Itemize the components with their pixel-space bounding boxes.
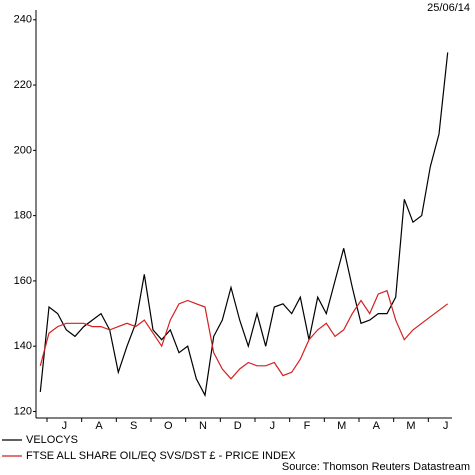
legend-label: FTSE ALL SHARE OIL/EQ SVS/DST £ - PRICE … xyxy=(26,450,296,462)
x-tick-label: J xyxy=(270,420,276,432)
series-line xyxy=(39,52,449,398)
x-tick-label: S xyxy=(130,420,137,432)
y-tick-label: 140 xyxy=(14,340,32,352)
y-tick-label: 160 xyxy=(14,275,32,287)
x-tick-label: O xyxy=(164,420,173,432)
y-tick-label: 240 xyxy=(14,14,32,26)
y-tick-label: 200 xyxy=(14,144,32,156)
y-tick-label: 120 xyxy=(14,405,32,417)
series-line xyxy=(39,289,449,380)
legend-label: VELOCYS xyxy=(26,434,78,446)
date-label: 25/06/14 xyxy=(427,2,470,14)
x-tick-label: N xyxy=(199,420,207,432)
y-tick-label: 180 xyxy=(14,210,32,222)
x-tick-label: F xyxy=(304,420,311,432)
x-tick-label: M xyxy=(406,420,415,432)
x-tick-label: A xyxy=(373,420,381,432)
x-tick-label: J xyxy=(443,420,449,432)
y-tick-label: 220 xyxy=(14,79,32,91)
x-tick-label: A xyxy=(95,420,103,432)
x-tick-label: M xyxy=(337,420,346,432)
x-tick-label: J xyxy=(62,420,68,432)
source: Source: Thomson Reuters Datastream xyxy=(282,461,470,473)
x-tick-label: D xyxy=(234,420,242,432)
